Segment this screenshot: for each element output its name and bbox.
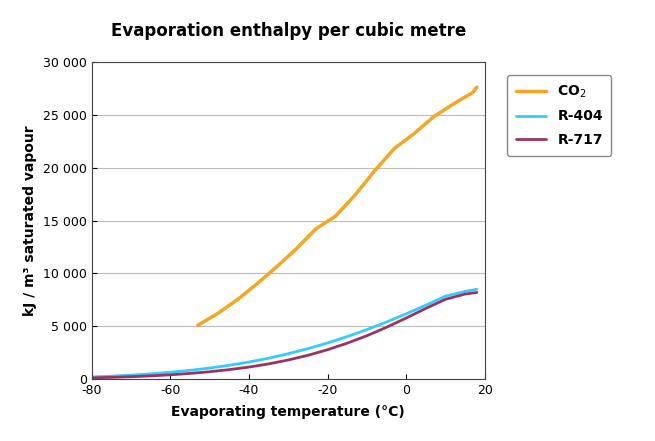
R-717 bbox=[245, 364, 253, 370]
R-717 bbox=[324, 347, 331, 352]
R-404 bbox=[284, 351, 292, 356]
R-404 bbox=[107, 374, 115, 379]
CO$_2$ bbox=[410, 131, 418, 136]
CO$_2$ bbox=[312, 226, 320, 232]
Line: R-404: R-404 bbox=[92, 289, 477, 377]
CO$_2$ bbox=[469, 90, 477, 95]
Y-axis label: kJ / m³ saturated vapour: kJ / m³ saturated vapour bbox=[24, 125, 37, 316]
CO$_2$ bbox=[473, 85, 481, 90]
R-717 bbox=[206, 369, 214, 374]
CO$_2$ bbox=[331, 213, 339, 219]
X-axis label: Evaporating temperature (°C): Evaporating temperature (°C) bbox=[172, 405, 405, 419]
R-404 bbox=[225, 363, 233, 368]
CO$_2$ bbox=[194, 323, 202, 328]
CO$_2$ bbox=[292, 247, 300, 252]
R-717 bbox=[473, 290, 481, 295]
R-717 bbox=[422, 306, 430, 311]
R-404 bbox=[324, 340, 331, 346]
R-404 bbox=[383, 319, 390, 325]
CO$_2$ bbox=[253, 281, 261, 287]
R-404 bbox=[245, 359, 253, 365]
R-404 bbox=[304, 346, 312, 351]
CO$_2$ bbox=[449, 101, 457, 107]
R-717 bbox=[147, 373, 155, 378]
R-717 bbox=[461, 292, 469, 297]
R-717 bbox=[402, 315, 410, 321]
R-404 bbox=[147, 371, 155, 377]
R-717 bbox=[107, 375, 115, 380]
R-717 bbox=[383, 325, 390, 330]
R-404 bbox=[343, 334, 351, 339]
R-717 bbox=[363, 333, 371, 338]
R-717 bbox=[88, 375, 96, 381]
R-717 bbox=[166, 372, 174, 377]
Text: Evaporation enthalpy per cubic metre: Evaporation enthalpy per cubic metre bbox=[111, 22, 466, 40]
R-404 bbox=[186, 368, 194, 373]
R-404 bbox=[206, 366, 214, 371]
R-404 bbox=[461, 289, 469, 294]
R-717 bbox=[304, 353, 312, 358]
R-404 bbox=[265, 355, 272, 361]
CO$_2$ bbox=[214, 311, 221, 316]
R-404 bbox=[166, 370, 174, 375]
R-404 bbox=[473, 287, 481, 292]
CO$_2$ bbox=[371, 168, 379, 173]
R-717 bbox=[225, 367, 233, 372]
R-404 bbox=[441, 294, 449, 299]
R-404 bbox=[88, 374, 96, 380]
CO$_2$ bbox=[430, 114, 438, 120]
R-717 bbox=[127, 374, 135, 379]
CO$_2$ bbox=[390, 146, 398, 151]
R-717 bbox=[265, 361, 272, 366]
CO$_2$ bbox=[272, 265, 280, 270]
R-404 bbox=[422, 303, 430, 308]
Line: R-717: R-717 bbox=[92, 292, 477, 378]
R-717 bbox=[343, 340, 351, 346]
CO$_2$ bbox=[351, 192, 359, 198]
Line: CO$_2$: CO$_2$ bbox=[198, 87, 477, 325]
R-404 bbox=[402, 311, 410, 317]
R-717 bbox=[186, 371, 194, 376]
Legend: CO$_2$, R-404, R-717: CO$_2$, R-404, R-717 bbox=[508, 75, 611, 156]
R-404 bbox=[127, 373, 135, 378]
R-717 bbox=[441, 297, 449, 302]
R-404 bbox=[363, 327, 371, 332]
CO$_2$ bbox=[233, 297, 241, 303]
R-717 bbox=[284, 357, 292, 363]
